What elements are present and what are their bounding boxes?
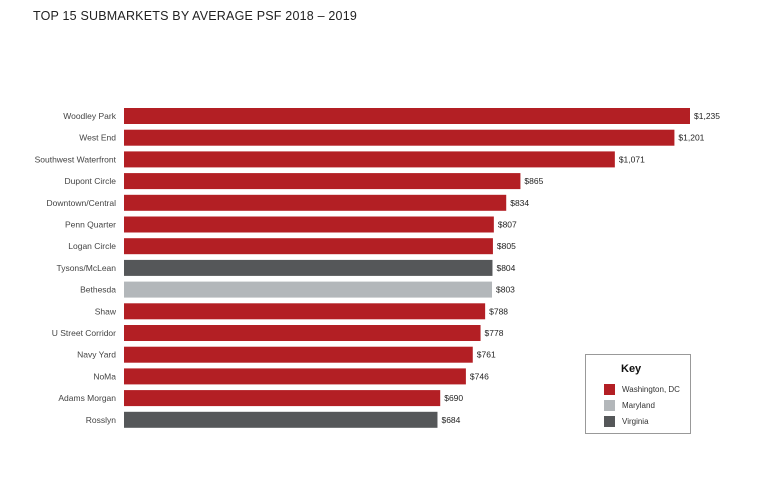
data-label: $805 <box>497 241 516 251</box>
category-label: Downtown/Central <box>47 198 117 208</box>
bar <box>124 151 615 168</box>
legend-item-maryland: Maryland <box>604 400 655 412</box>
bar <box>124 216 494 233</box>
legend-swatch <box>604 400 615 412</box>
data-label: $804 <box>496 263 515 273</box>
legend-label: Virginia <box>622 417 649 426</box>
bar <box>124 259 493 276</box>
data-label: $803 <box>496 285 515 295</box>
legend-title: Key <box>621 363 642 375</box>
legend-swatch <box>604 416 615 428</box>
data-label: $1,071 <box>619 154 645 164</box>
data-label: $788 <box>489 306 508 316</box>
bar <box>124 368 466 385</box>
legend-label: Maryland <box>622 401 655 410</box>
data-label: $1,201 <box>678 133 704 143</box>
bar <box>124 173 521 190</box>
data-label: $1,235 <box>694 111 720 121</box>
bar <box>124 129 675 146</box>
bar <box>124 108 690 124</box>
bar <box>124 238 493 255</box>
legend: Key Washington, DC Maryland Virginia <box>585 354 691 434</box>
data-label: $807 <box>498 220 517 230</box>
category-label: Woodley Park <box>63 111 117 121</box>
legend-item-virginia: Virginia <box>604 416 649 428</box>
bar <box>124 194 507 211</box>
category-label: West End <box>79 133 116 143</box>
bar <box>124 390 441 407</box>
bar <box>124 346 473 363</box>
category-label: Tysons/McLean <box>56 263 116 273</box>
data-label: $865 <box>524 176 543 186</box>
category-label: Southwest Waterfront <box>35 154 117 164</box>
category-label: Penn Quarter <box>65 220 116 230</box>
category-label: NoMa <box>93 371 116 381</box>
category-label: Navy Yard <box>77 350 116 360</box>
legend-label: Washington, DC <box>622 385 680 394</box>
category-label: Dupont Circle <box>65 176 117 186</box>
data-label: $761 <box>477 350 496 360</box>
data-label: $684 <box>441 415 460 425</box>
bar <box>124 281 493 298</box>
data-label: $834 <box>510 198 529 208</box>
bar <box>124 411 438 428</box>
legend-swatch <box>604 384 615 396</box>
bar <box>124 303 486 320</box>
data-label: $746 <box>470 371 489 381</box>
legend-item-dc: Washington, DC <box>604 384 680 396</box>
category-label: Shaw <box>95 306 117 316</box>
category-label: Adams Morgan <box>58 393 116 403</box>
bar <box>124 325 481 341</box>
category-label: Rosslyn <box>86 415 117 425</box>
category-label: Bethesda <box>80 285 116 295</box>
data-label: $690 <box>444 393 463 403</box>
category-label: Logan Circle <box>68 241 116 251</box>
data-label: $778 <box>485 328 504 338</box>
category-label: U Street Corridor <box>52 328 116 338</box>
chart-title: TOP 15 SUBMARKETS BY AVERAGE PSF 2018 – … <box>33 9 358 23</box>
